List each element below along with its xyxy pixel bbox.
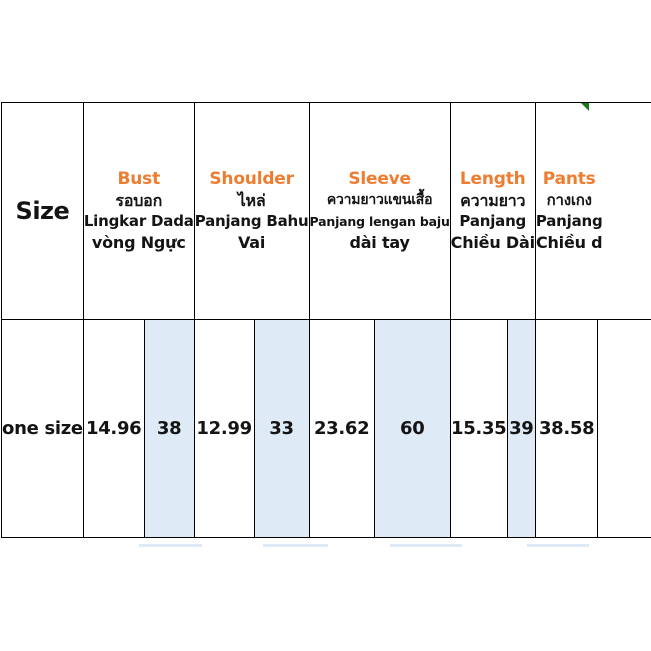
bust-label-th: รอบอก	[115, 191, 163, 210]
cm-fill-bleed	[263, 544, 328, 547]
sleeve-label-th: ความยาวแขนเสื้อ	[326, 192, 433, 208]
sleeve-cm-cell: 60	[373, 319, 451, 538]
bust-label-id: Lingkar Dada	[83, 212, 194, 230]
bust-inch-cell: 14.96	[82, 319, 145, 538]
shoulder-cm-cell: 33	[253, 319, 310, 538]
bust-cm-cell: 38	[143, 319, 195, 538]
length-inch-cell: 15.35	[449, 319, 508, 538]
cm-fill-bleed	[139, 544, 202, 547]
shoulder-header-cell: Shoulder ไหล่ Panjang Bahu Vai	[193, 102, 310, 320]
sleeve-label-vi: dài tay	[349, 233, 410, 252]
pants-header-cell: Pants กางเกง Panjang Chiều d	[534, 102, 651, 320]
size-header-cell: Size	[1, 102, 84, 320]
cm-fill-bleed	[527, 544, 589, 547]
row-label-cell: one size	[1, 319, 84, 538]
shoulder-inch-cell: 12.99	[193, 319, 255, 538]
bust-label-en: Bust	[117, 169, 161, 189]
shoulder-label-vi: Vai	[238, 233, 266, 252]
sleeve-inch-cell: 23.62	[308, 319, 375, 538]
sleeve-header-cell: Sleeve ความยาวแขนเสื้อ Panjang lengan ba…	[308, 102, 451, 320]
pants-label-th: กางเกง	[546, 191, 592, 209]
size-chart-table: Size Bust รอบอก Lingkar Dada vòng Ngực S…	[1, 102, 651, 538]
pants-inch-cell: 38.58	[534, 319, 599, 538]
pants-label-en: Pants	[542, 169, 596, 189]
data-row-one-size: one size 14.96 38 12.99 33 23.62 60 15.3…	[1, 319, 651, 538]
pants-label-id: Panjang	[535, 212, 603, 230]
length-cm-cell: 39	[506, 319, 536, 538]
shoulder-label-en: Shoulder	[209, 169, 294, 189]
length-header-cell: Length ความยาว Panjang Chiều Dài	[449, 102, 536, 320]
shoulder-label-th: ไหล่	[237, 191, 266, 210]
pants-cm-cell-cut	[597, 319, 651, 538]
length-label-th: ความยาว	[460, 191, 526, 210]
header-row: Size Bust รอบอก Lingkar Dada vòng Ngực S…	[1, 102, 651, 320]
length-label-id: Panjang	[459, 212, 527, 230]
length-label-en: Length	[459, 169, 526, 189]
pants-label-vi: Chiều d	[535, 233, 603, 252]
bust-label-vi: vòng Ngực	[91, 233, 186, 252]
shoulder-label-id: Panjang Bahu	[194, 212, 309, 230]
bust-header-cell: Bust รอบอก Lingkar Dada vòng Ngực	[82, 102, 195, 320]
length-label-vi: Chiều Dài	[450, 233, 535, 252]
size-header-label: Size	[15, 197, 70, 225]
cm-fill-bleed	[390, 544, 462, 547]
sleeve-label-id: Panjang lengan baju	[309, 214, 450, 229]
sleeve-label-en: Sleeve	[348, 169, 411, 189]
cell-error-flag-icon	[581, 103, 589, 111]
